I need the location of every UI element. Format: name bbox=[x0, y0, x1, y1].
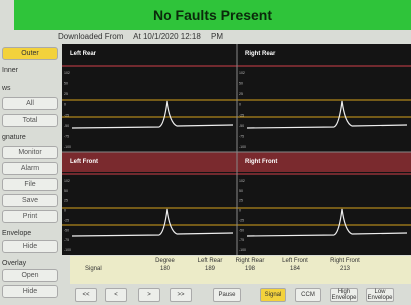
y-tick-label: 50 bbox=[64, 189, 68, 193]
sidebar-button[interactable]: Alarm bbox=[2, 162, 58, 175]
y-tick-label: 25 bbox=[239, 199, 243, 203]
y-tick-label: -25 bbox=[64, 113, 69, 117]
sidebar-button[interactable]: All bbox=[2, 97, 58, 110]
sidebar-button[interactable]: Monitor bbox=[2, 146, 58, 159]
y-tick-label: 50 bbox=[64, 82, 68, 86]
sidebar-label: ws bbox=[2, 82, 58, 95]
screen: No Faults Present Downloaded From At 10/… bbox=[0, 0, 411, 305]
sidebar-button[interactable]: Hide bbox=[2, 240, 58, 253]
y-tick-label: -25 bbox=[239, 218, 244, 222]
plot-title: Left Front bbox=[70, 159, 98, 165]
y-tick-label: 25 bbox=[64, 199, 68, 203]
timestamp: At 10/1/2020 12:18 bbox=[133, 32, 201, 41]
plot-title: Left Rear bbox=[70, 51, 97, 57]
control-button[interactable]: Low Envelope bbox=[366, 288, 394, 302]
y-tick-label: -75 bbox=[64, 238, 69, 242]
table-cell: 198 bbox=[230, 266, 270, 272]
control-button[interactable]: CCM bbox=[295, 288, 321, 302]
y-tick-label: 0 bbox=[239, 103, 241, 107]
y-tick-label: 25 bbox=[239, 92, 243, 96]
y-tick-label: -75 bbox=[239, 238, 244, 242]
table-header: Left Front bbox=[275, 258, 315, 264]
control-button[interactable]: >> bbox=[170, 288, 192, 302]
y-tick-label: 25 bbox=[64, 92, 68, 96]
timestamp-suffix: PM bbox=[211, 32, 223, 41]
y-tick-label: 50 bbox=[239, 189, 243, 193]
download-info: Downloaded From At 10/1/2020 12:18 PM bbox=[58, 32, 231, 41]
y-tick-label: -100 bbox=[239, 145, 246, 149]
control-button[interactable]: < bbox=[105, 288, 127, 302]
table-cell: 184 bbox=[275, 266, 315, 272]
y-tick-label: -75 bbox=[64, 134, 69, 138]
table-cell: 189 bbox=[190, 266, 230, 272]
sidebar-button[interactable]: Hide bbox=[2, 285, 58, 298]
y-tick-label: 0 bbox=[64, 103, 66, 107]
y-tick-label: -100 bbox=[64, 248, 71, 252]
row-label: Signal bbox=[85, 266, 102, 272]
status-bar: No Faults Present bbox=[14, 0, 411, 30]
sidebar-button[interactable]: File bbox=[2, 178, 58, 191]
table-cell: 180 bbox=[145, 266, 185, 272]
control-button[interactable]: << bbox=[75, 288, 97, 302]
y-tick-label: 50 bbox=[239, 82, 243, 86]
y-tick-label: 0 bbox=[64, 209, 66, 213]
y-tick-label: -75 bbox=[239, 134, 244, 138]
y-tick-label: 102 bbox=[64, 71, 70, 75]
sidebar-label: Envelope bbox=[2, 227, 58, 240]
downloaded-text: Downloaded From bbox=[58, 32, 123, 41]
y-tick-label: -100 bbox=[239, 248, 246, 252]
y-tick-label: 102 bbox=[64, 179, 70, 183]
sidebar-label: Inner bbox=[2, 64, 58, 77]
sidebar-button[interactable]: Total bbox=[2, 114, 58, 127]
sidebar-button[interactable]: Save bbox=[2, 194, 58, 207]
sidebar-button[interactable]: Open bbox=[2, 269, 58, 282]
sidebar-label: gnature bbox=[2, 131, 58, 144]
y-tick-label: -50 bbox=[64, 228, 69, 232]
y-tick-label: 0 bbox=[239, 209, 241, 213]
plot-area: Left Rear 102 50 25 0 -25 -50 -75 -100 Right Rear… bbox=[62, 44, 411, 255]
plot-title: Right Front bbox=[245, 159, 277, 165]
y-tick-label: -50 bbox=[64, 124, 69, 128]
y-tick-label: 102 bbox=[239, 179, 245, 183]
y-tick-label: -25 bbox=[64, 218, 69, 222]
table-header: Right Rear bbox=[230, 258, 270, 264]
control-button[interactable]: > bbox=[138, 288, 160, 302]
y-tick-label: -50 bbox=[239, 124, 244, 128]
table-cell: 213 bbox=[325, 266, 365, 272]
sidebar-button[interactable]: Print bbox=[2, 210, 58, 223]
control-button[interactable]: Signal bbox=[260, 288, 286, 302]
control-button[interactable]: High Envelope bbox=[330, 288, 358, 302]
table-header: Right Front bbox=[325, 258, 365, 264]
table-header: Left Rear bbox=[190, 258, 230, 264]
control-button[interactable]: Pause bbox=[213, 288, 241, 302]
table-header: Degree bbox=[145, 258, 185, 264]
sidebar-button[interactable]: Outer bbox=[2, 47, 58, 60]
plot-title: Right Rear bbox=[245, 51, 276, 57]
y-tick-label: -25 bbox=[239, 113, 244, 117]
y-tick-label: -50 bbox=[239, 228, 244, 232]
y-tick-label: 102 bbox=[239, 71, 245, 75]
y-tick-label: -100 bbox=[64, 145, 71, 149]
